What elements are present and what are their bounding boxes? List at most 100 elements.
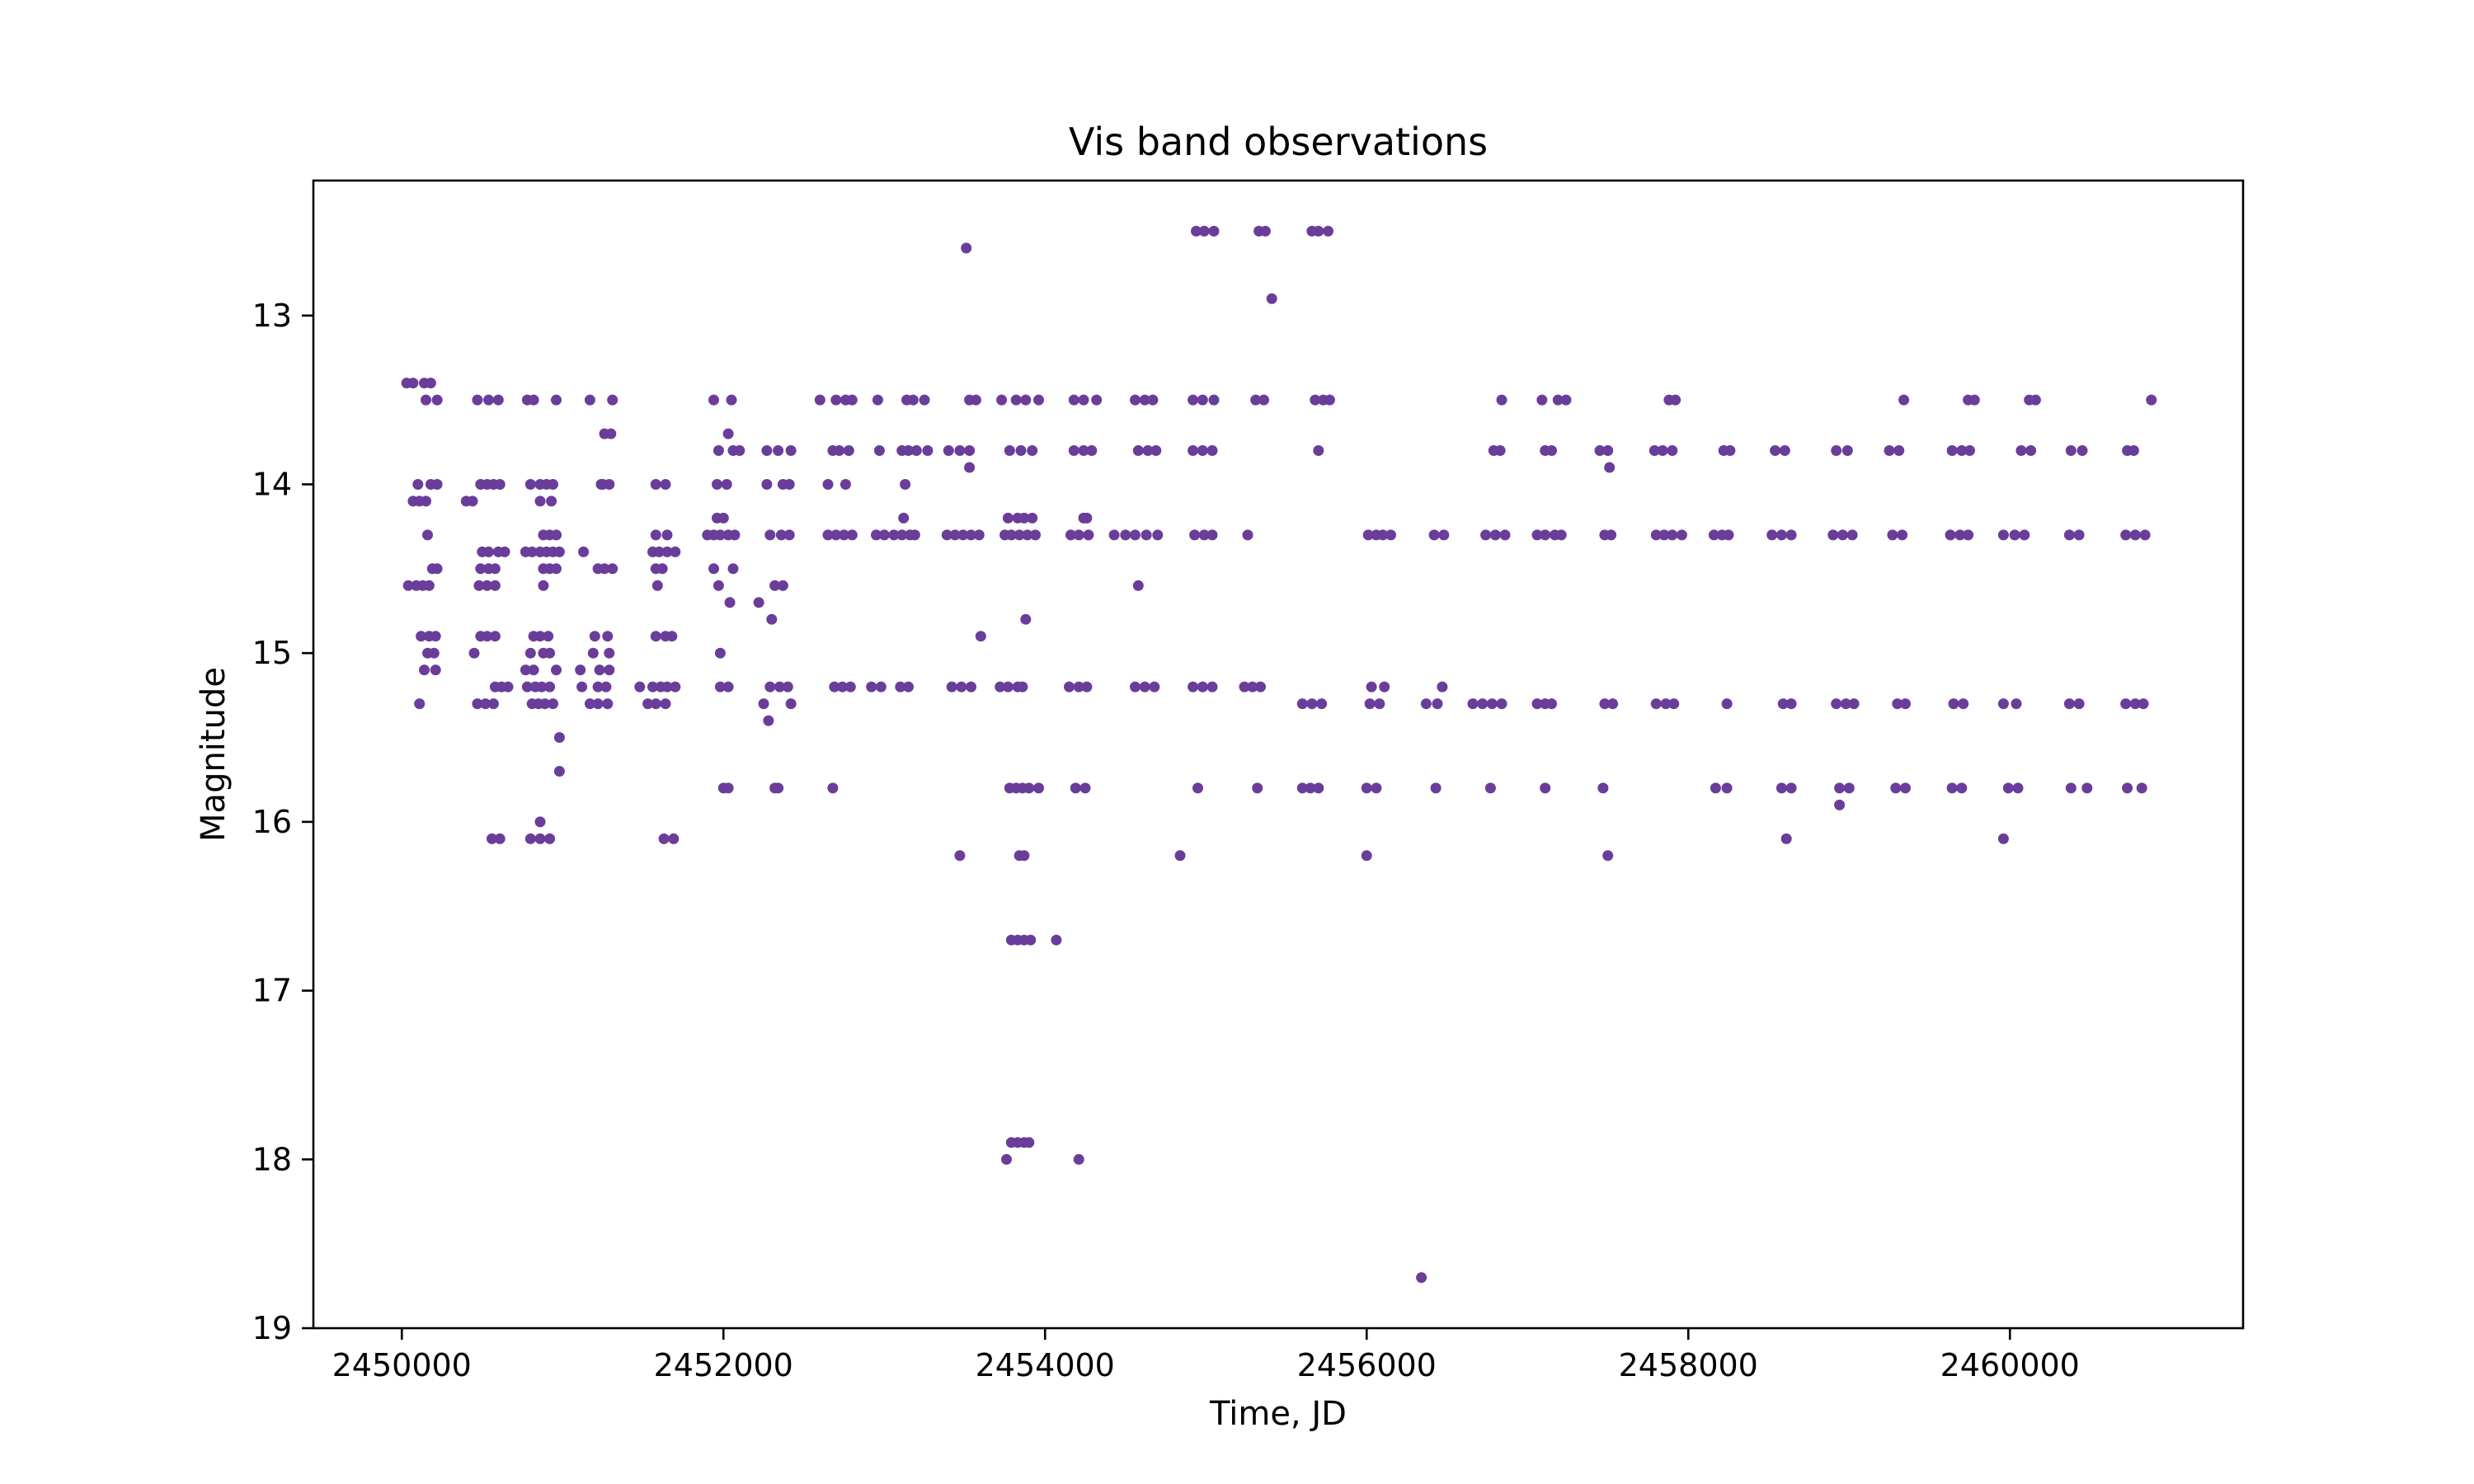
data-point [946,681,957,693]
data-point [1132,580,1144,591]
data-point [544,681,556,693]
data-point [721,479,732,490]
data-point [502,681,514,693]
data-point [1480,529,1492,541]
data-point [758,698,769,710]
data-point [489,631,501,642]
data-point [1884,445,1895,456]
data-point [1120,529,1131,541]
data-point [708,394,719,406]
data-point [524,647,536,659]
data-point [753,597,764,608]
data-point [1068,445,1079,456]
data-point [783,529,795,541]
data-point [954,850,966,862]
data-point [1149,681,1160,693]
data-point [2138,698,2149,710]
data-point [1079,782,1091,794]
data-point [553,732,565,743]
data-point [1486,698,1498,710]
data-point [844,681,856,693]
data-point [553,546,565,557]
data-point [670,681,681,693]
data-point [2081,782,2093,794]
data-point [1030,529,1041,541]
data-point [713,445,724,456]
data-point [822,529,834,541]
data-point [1197,394,1208,406]
data-point [480,698,492,710]
data-point [922,445,934,456]
data-point [2073,698,2085,710]
data-point [1252,782,1263,794]
data-point [1948,698,1959,710]
data-point [1081,681,1093,693]
data-point [1887,529,1898,541]
data-point [551,529,562,541]
data-point [650,631,661,642]
data-point [957,529,969,541]
data-point [1831,698,1842,710]
data-point [909,529,920,541]
data-point [1602,850,1614,862]
data-point [956,681,967,693]
data-point [785,445,797,456]
data-point [1604,462,1616,473]
data-point [1010,394,1022,406]
data-point [1546,698,1557,710]
data-point [1139,681,1150,693]
data-point [551,665,562,676]
data-point [1428,529,1440,541]
data-point [785,698,797,710]
data-point [487,698,499,710]
data-point [1892,698,1903,710]
data-point [714,647,726,659]
data-point [661,529,673,541]
data-point [584,698,595,710]
data-point [1366,681,1377,693]
data-point [1073,529,1084,541]
data-point [1650,698,1662,710]
data-point [536,681,548,693]
data-point [2120,698,2132,710]
data-point [782,681,793,693]
y-tick-label: 18 [252,1141,292,1177]
data-point [548,698,558,710]
data-point [769,580,781,591]
data-point [1188,681,1199,693]
data-point [1005,529,1017,541]
data-point [597,479,609,490]
data-point [1361,850,1372,862]
data-point [898,512,910,524]
data-point [602,698,614,710]
data-point [472,698,483,710]
data-point [900,479,911,490]
data-point [521,681,533,693]
data-point [995,681,1006,693]
data-point [1900,782,1911,794]
data-point [1108,529,1120,541]
data-point [1946,782,1958,794]
data-point [1958,698,1969,710]
data-point [419,665,430,676]
data-point [661,681,673,693]
data-point [594,665,605,676]
data-point [1536,394,1548,406]
data-point [1242,529,1253,541]
data-point [954,445,966,456]
data-point [468,647,480,659]
data-point [1078,394,1089,406]
data-point [1208,225,1220,237]
data-point [482,580,493,591]
data-point [777,580,788,591]
data-point [2011,698,2022,710]
data-point [1150,445,1162,456]
data-point [903,445,914,456]
data-point [764,681,776,693]
data-point [1239,681,1250,693]
data-point [1033,394,1044,406]
data-point [2129,698,2141,710]
data-point [2019,529,2030,541]
data-point [1484,782,1496,794]
data-point [829,681,840,693]
